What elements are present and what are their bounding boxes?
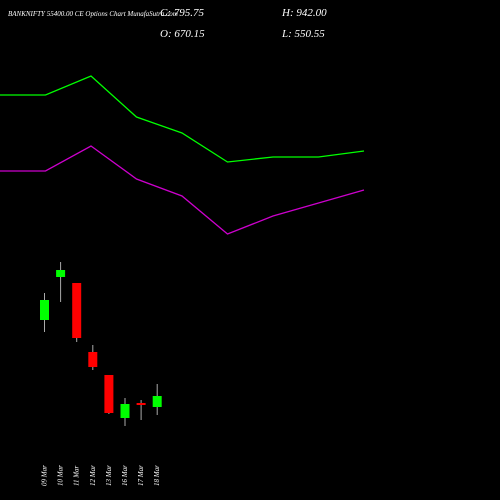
candle-body bbox=[120, 404, 130, 418]
open-label: O: 670.15 bbox=[160, 28, 205, 40]
x-tick-label: 18 Mar bbox=[153, 465, 161, 486]
candle-body bbox=[88, 352, 98, 367]
candle-body bbox=[72, 283, 82, 338]
x-tick-label: 09 Mar bbox=[41, 465, 49, 486]
x-tick-label: 17 Mar bbox=[137, 465, 145, 486]
close-label: C: 795.75 bbox=[160, 7, 205, 19]
candle-body bbox=[40, 300, 49, 320]
candle-body bbox=[56, 270, 66, 277]
line-series bbox=[0, 75, 365, 163]
x-tick-label: 11 Mar bbox=[73, 465, 81, 486]
candle-body bbox=[104, 375, 114, 413]
candle-body bbox=[136, 403, 146, 405]
x-tick-label: 13 Mar bbox=[105, 465, 113, 486]
line-series bbox=[0, 145, 365, 235]
candle-body bbox=[152, 396, 162, 407]
x-tick-label: 12 Mar bbox=[89, 465, 97, 486]
low-label: L: 550.55 bbox=[281, 28, 325, 40]
chart-title: BANKNIFTY 55400.00 CE Options Chart Muna… bbox=[8, 10, 178, 18]
x-tick-label: 16 Mar bbox=[121, 465, 129, 486]
x-tick-label: 10 Mar bbox=[57, 465, 65, 486]
high-label: H: 942.00 bbox=[281, 7, 327, 19]
